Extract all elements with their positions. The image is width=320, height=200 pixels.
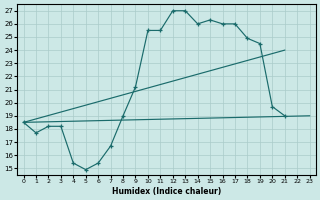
X-axis label: Humidex (Indice chaleur): Humidex (Indice chaleur) <box>112 187 221 196</box>
